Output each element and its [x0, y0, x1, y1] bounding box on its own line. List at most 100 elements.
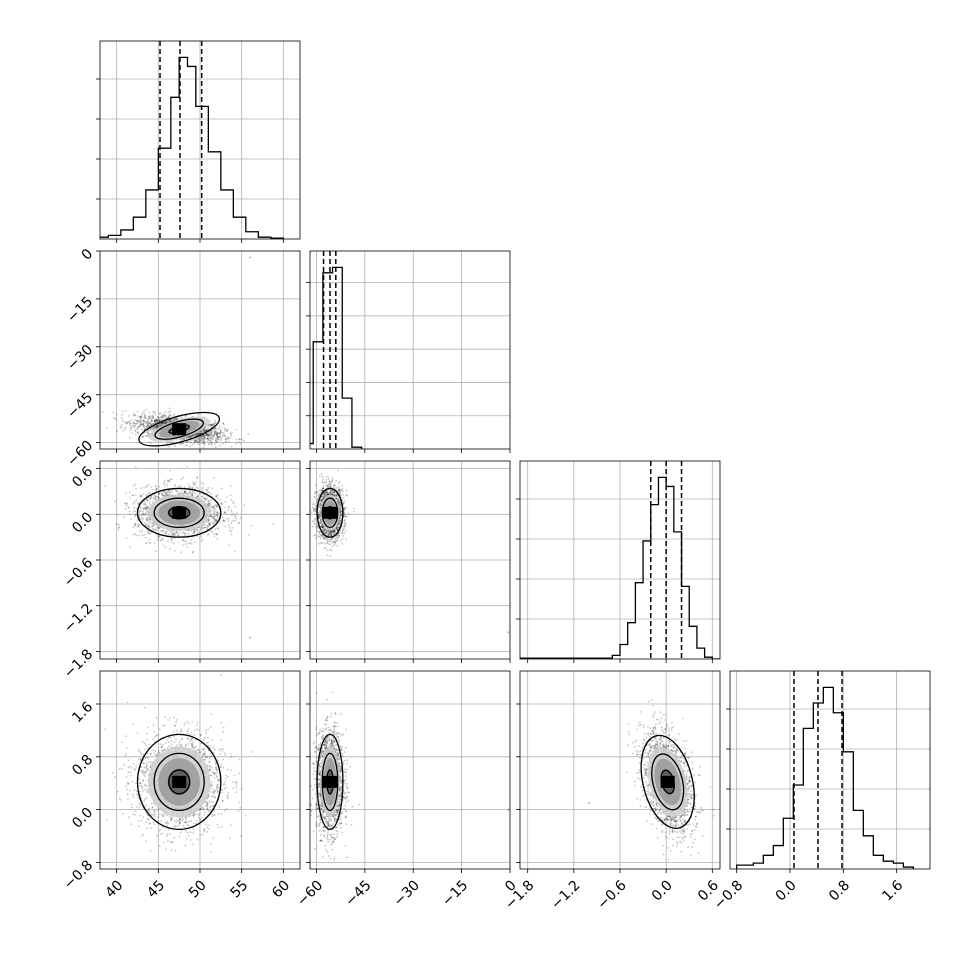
scatter-point — [331, 530, 334, 533]
scatter-point — [223, 434, 226, 437]
scatter-point — [221, 432, 224, 434]
scatter-point — [320, 534, 322, 536]
scatter-point — [327, 532, 329, 535]
scatter-point — [323, 530, 326, 533]
scatter-point — [213, 434, 216, 437]
scatter-point — [210, 431, 213, 433]
scatter-point — [329, 531, 331, 533]
scatter-point — [333, 531, 336, 534]
scatter-point — [152, 411, 155, 414]
scatter-point — [153, 419, 156, 421]
scatter-point — [203, 435, 206, 438]
scatter-point — [197, 495, 200, 497]
scatter-point — [158, 419, 161, 422]
scatter-point — [320, 499, 323, 501]
scatter-point — [180, 438, 182, 441]
scatter-point — [142, 418, 145, 421]
scatter-point — [208, 524, 211, 527]
scatter-point — [157, 496, 160, 499]
scatter-point — [207, 433, 210, 436]
scatter-point — [205, 429, 207, 432]
scatter-point — [134, 483, 137, 486]
scatter-point — [217, 433, 219, 435]
scatter-point — [168, 491, 171, 493]
scatter-point — [326, 542, 328, 545]
scatter-point — [128, 436, 131, 439]
scatter-point — [223, 432, 225, 435]
scatter-point — [331, 537, 334, 540]
scatter-point — [138, 420, 141, 422]
scatter-point — [158, 423, 161, 425]
scatter-point — [153, 426, 156, 428]
scatter-point — [168, 420, 171, 423]
scatter-point — [319, 506, 321, 508]
scatter-point — [222, 434, 225, 437]
scatter-point — [165, 532, 168, 535]
scatter-point — [183, 486, 186, 489]
scatter-point — [125, 492, 127, 494]
scatter-point — [318, 513, 320, 516]
scatter-point — [341, 542, 344, 545]
scatter-point — [161, 416, 163, 419]
scatter-point — [336, 528, 338, 530]
scatter-point — [338, 488, 341, 490]
scatter-point — [343, 500, 346, 503]
scatter-point — [146, 423, 149, 425]
scatter-point — [145, 422, 148, 425]
scatter-point — [339, 509, 342, 512]
scatter-point — [201, 431, 203, 434]
scatter-point — [161, 529, 164, 532]
scatter-point — [140, 424, 143, 426]
scatter-point — [189, 436, 192, 439]
scatter-point — [213, 427, 216, 430]
scatter-point — [338, 489, 340, 491]
scatter-point — [120, 425, 123, 428]
scatter-point — [112, 411, 115, 414]
scatter-point — [195, 440, 197, 442]
scatter-point — [197, 495, 199, 497]
scatter-point — [140, 487, 142, 490]
scatter-point — [342, 534, 345, 537]
scatter-point — [212, 522, 215, 525]
scatter-point — [143, 421, 146, 423]
scatter-point — [137, 425, 139, 428]
scatter-point — [322, 527, 325, 530]
scatter-point — [144, 415, 146, 418]
scatter-point — [166, 451, 168, 453]
scatter-point — [209, 523, 212, 526]
scatter-point — [314, 518, 317, 521]
scatter-point — [212, 428, 215, 430]
scatter-point — [120, 424, 123, 426]
scatter-point — [320, 534, 323, 537]
scatter-point — [191, 443, 194, 446]
scatter-point — [339, 491, 342, 494]
scatter-point — [337, 534, 339, 537]
scatter-point — [218, 427, 221, 430]
scatter-point — [320, 526, 323, 529]
scatter-point — [202, 429, 205, 431]
scatter-point — [334, 493, 337, 496]
scatter-point — [155, 488, 158, 491]
scatter-point — [193, 483, 196, 486]
scatter-point — [312, 510, 315, 512]
scatter-point — [181, 531, 184, 534]
scatter-point — [140, 421, 143, 424]
scatter-point — [192, 483, 195, 485]
scatter-point — [338, 489, 340, 492]
scatter-point — [116, 430, 119, 432]
scatter-point — [146, 499, 149, 502]
scatter-point — [317, 494, 319, 497]
scatter-point — [166, 442, 169, 445]
scatter-point — [134, 525, 137, 527]
scatter-point — [160, 423, 163, 426]
histogram-step-line — [100, 56, 284, 239]
scatter-point — [115, 523, 118, 525]
scatter-point — [143, 428, 146, 431]
y-tick-label: −1.8 — [61, 646, 96, 681]
scatter-point — [231, 527, 234, 529]
scatter-point — [137, 502, 139, 504]
contour-line — [168, 424, 190, 435]
scatter-point — [198, 432, 200, 435]
scatter-point — [147, 499, 150, 502]
scatter-point — [138, 514, 141, 517]
